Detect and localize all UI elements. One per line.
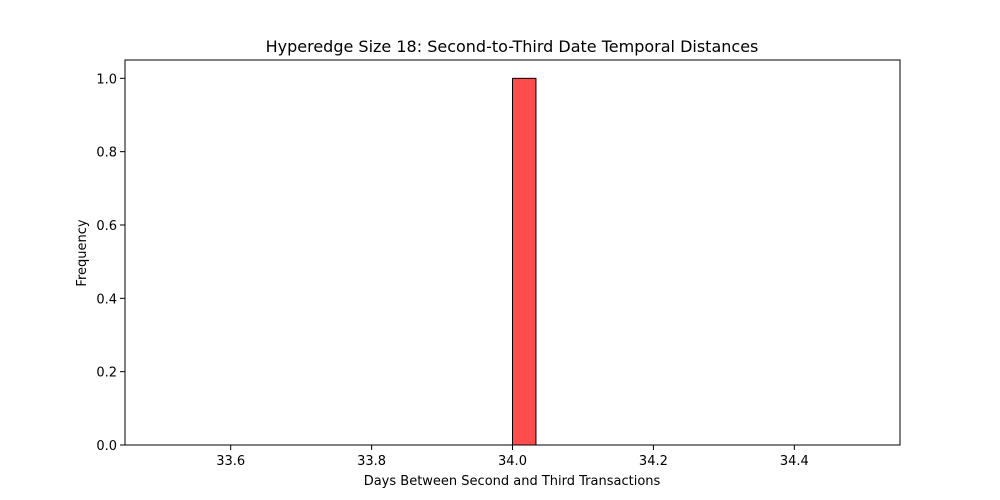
x-axis: 33.6 33.8 34.0 34.2 34.4 [216, 445, 809, 469]
x-tick-label-3: 34.2 [639, 454, 668, 469]
bars-layer [512, 77, 537, 446]
y-tick-label-5: 1.0 [96, 72, 117, 87]
histogram-bar-0 [512, 77, 537, 446]
y-axis-label: Frequency [75, 219, 90, 286]
chart-title: Hyperedge Size 18: Second-to-Third Date … [266, 37, 759, 56]
x-tick-label-0: 33.6 [216, 454, 245, 469]
y-tick-label-1: 0.2 [96, 366, 117, 381]
y-axis: 0.0 0.2 0.4 0.6 0.8 1.0 [96, 72, 125, 454]
x-tick-label-2: 34.0 [498, 454, 527, 469]
y-tick-label-4: 0.8 [96, 146, 117, 161]
y-tick-label-3: 0.6 [96, 219, 117, 234]
x-tick-label-4: 34.4 [780, 454, 809, 469]
y-tick-label-2: 0.4 [96, 292, 117, 307]
y-tick-label-0: 0.0 [96, 439, 117, 454]
x-axis-label: Days Between Second and Third Transactio… [364, 474, 661, 489]
x-tick-label-1: 33.8 [357, 454, 386, 469]
